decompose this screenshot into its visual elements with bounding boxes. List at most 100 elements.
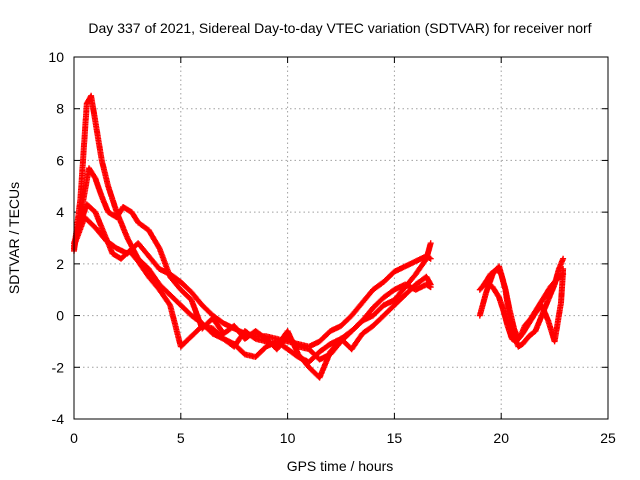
data-point-segment: [135, 219, 151, 233]
data-point-segment: [209, 312, 226, 326]
data-point-segment: [316, 329, 333, 345]
data-point-segment: [98, 193, 111, 214]
x-tick-label: 15: [387, 430, 403, 446]
data-point-segment: [306, 349, 322, 366]
data-point-segment: [103, 237, 119, 251]
x-tick-label: 25: [600, 430, 616, 446]
chart-title: Day 337 of 2021, Sidereal Day-to-day VTE…: [88, 20, 591, 36]
data-point-segment: [380, 287, 397, 301]
data-point-segment: [519, 321, 532, 337]
data-point: [427, 255, 434, 262]
data-point-segment: [532, 314, 545, 335]
data-point-segment: [92, 175, 105, 199]
data-point-segment: [348, 332, 365, 353]
data-point-segment: [124, 241, 140, 257]
y-tick-label: 4: [56, 204, 64, 220]
data-point-segment: [92, 209, 107, 235]
series-track-7: [481, 266, 567, 345]
data-point-segment: [231, 341, 247, 357]
data-point-segment: [370, 295, 386, 311]
data-point-segment: [145, 266, 162, 287]
data-point-segment: [81, 214, 98, 230]
data-point-segment: [327, 339, 343, 358]
y-axis-label: SDTVAR / TECUs: [6, 182, 22, 294]
data-point-segment: [359, 306, 376, 324]
data-point-segment: [540, 285, 553, 301]
data-point-segment: [551, 301, 564, 345]
data-point-segment: [252, 344, 269, 360]
data-point-segment: [370, 303, 386, 319]
data-point-segment: [120, 204, 134, 215]
data-point-segment: [199, 302, 215, 318]
data-point-segment: [167, 271, 183, 285]
data-point: [427, 284, 434, 291]
data-point-segment: [177, 334, 194, 350]
data-point-segment: [498, 271, 509, 292]
data-point: [560, 255, 567, 262]
data-point-segment: [86, 165, 98, 181]
data-point-segment: [188, 289, 205, 308]
data-point-segment: [338, 313, 354, 329]
data-point-segment: [188, 323, 205, 340]
data-point-segment: [547, 277, 559, 291]
data-point-segment: [209, 325, 226, 341]
data-point-segment: [105, 183, 120, 214]
y-tick-label: -4: [52, 411, 65, 427]
data-point: [427, 240, 434, 247]
series-track-4: [71, 214, 434, 350]
x-axis-label: GPS time / hours: [287, 458, 394, 474]
data-point-segment: [98, 157, 111, 188]
data-point-segment: [391, 292, 407, 309]
data-point-segment: [284, 346, 301, 360]
data-point-segment: [391, 285, 408, 304]
data-point-segment: [412, 257, 429, 278]
y-tick-label: -2: [52, 359, 65, 375]
data-point-segment: [79, 166, 92, 208]
data-point-segment: [88, 92, 99, 124]
data-point-segment: [145, 273, 162, 292]
data-point: [560, 266, 567, 272]
data-point-segment: [177, 302, 194, 318]
axis-ticks: 0 5 10 15 20 25 -4 -2 0 2 4 6 8 10: [48, 49, 616, 446]
data-point-segment: [177, 279, 194, 295]
data-point-segment: [156, 281, 173, 297]
x-tick-label: 5: [177, 430, 185, 446]
data-point-segment: [135, 240, 151, 258]
data-point-segment: [526, 311, 538, 327]
data-point-segment: [135, 258, 151, 279]
data-point-segment: [380, 269, 397, 285]
data-point-segment: [481, 272, 493, 288]
data-point-segment: [167, 302, 184, 349]
data-point-segment: [538, 302, 551, 323]
data-point-segment: [316, 341, 333, 355]
data-point-segment: [156, 286, 173, 307]
data-point-segment: [145, 227, 162, 251]
data-point-segment: [338, 328, 354, 342]
y-tick-label: 8: [56, 101, 64, 117]
x-tick-label: 20: [493, 430, 509, 446]
data-point-segment: [92, 224, 109, 243]
data-point-segment: [370, 313, 386, 329]
y-tick-label: 10: [48, 49, 64, 65]
data-point-segment: [83, 201, 98, 215]
data-point-segment: [359, 323, 375, 337]
data-point-segment: [359, 287, 376, 306]
y-tick-label: 0: [56, 308, 64, 324]
data-point-segment: [167, 291, 183, 308]
data-point-segment: [370, 279, 386, 293]
x-tick-label: 10: [280, 430, 296, 446]
data-point-segment: [526, 328, 538, 340]
y-tick-label: 6: [56, 152, 64, 168]
data-point-segment: [348, 318, 365, 335]
data-point-segment: [519, 334, 532, 347]
data-point-segment: [500, 307, 511, 328]
data-point-segment: [476, 290, 489, 319]
data-point-segment: [489, 284, 502, 300]
data-point-segment: [515, 331, 525, 342]
data-point-segment: [380, 303, 397, 319]
data-point-segment: [493, 266, 504, 277]
y-tick-label: 2: [56, 256, 64, 272]
data-point-segment: [348, 300, 365, 319]
data-point-segment: [558, 267, 566, 306]
